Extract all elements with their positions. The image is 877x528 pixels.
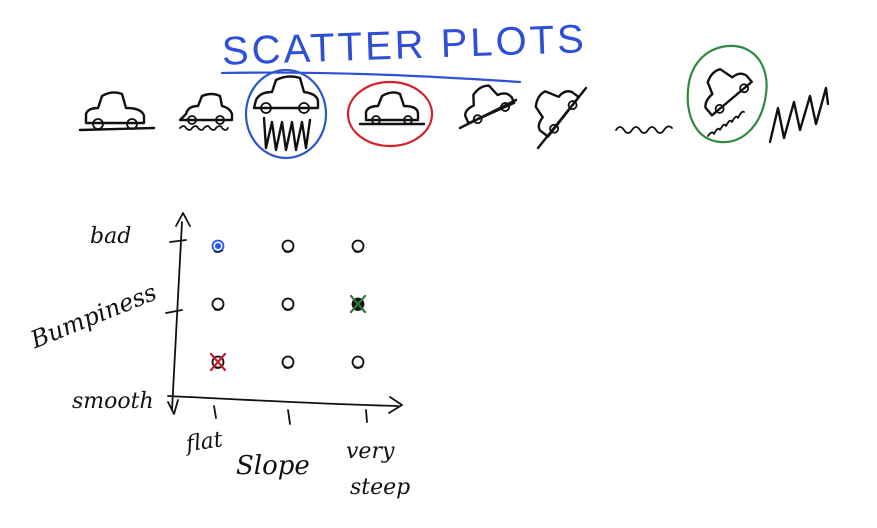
scatter-point[interactable] [209,352,227,372]
scatter-point[interactable] [211,297,225,311]
car-row [78,44,830,160]
red-highlight-circle [346,80,434,148]
car-on-flat-road-icon [346,80,434,148]
scatter-point-stroke [213,249,224,253]
scatter-point[interactable] [211,239,225,253]
y-axis-arrowhead [175,212,191,227]
scatter-point-marker [281,239,295,253]
scatter-points [209,239,367,372]
scatter-chart: bad smooth flat very steep Slope Bumpine… [26,212,410,500]
x-tick-right [365,409,368,423]
blue-highlight-circle [244,68,328,160]
car-on-slope-icon [458,84,518,130]
scatter-point-marker [211,297,225,311]
x-tick-label-flat: flat [182,427,224,457]
x-tick-label-very-steep-line1: very [346,439,395,464]
y-tick-label-smooth: smooth [72,389,154,414]
x-axis-title: Slope [236,451,310,481]
car-on-very-bumpy-road-icon [244,68,328,160]
scatter-point-marker [281,355,295,369]
y-tick-top [169,239,187,243]
very-bumpy-line-icon [768,86,830,144]
scatter-point-stroke [353,365,364,369]
page-title: SCATTER PLOTS [221,17,587,74]
green-x-mark [349,294,367,314]
x-axis-arrowhead [388,396,403,414]
scatter-point-stroke [283,249,294,253]
scatter-point-stroke [213,307,224,311]
y-axis [171,221,183,411]
scatter-point[interactable] [281,355,295,369]
x-tick-mid [287,409,291,425]
green-highlight-circle [686,44,768,144]
x-tick-label-very-steep: very steep [346,439,410,500]
scatter-point-stroke [283,307,294,311]
car-on-steep-bumpy-slope-icon [686,44,768,144]
scatter-point-marker [281,297,295,311]
car-on-steep-slope-icon [534,86,588,150]
scatter-point-marker [351,355,365,369]
scatter-point[interactable] [351,355,365,369]
scatter-point[interactable] [349,294,367,314]
selected-point-dot [215,243,221,249]
x-tick-left [213,405,217,419]
car-on-flat-road-icon [78,91,156,132]
car-on-bumpy-road-icon [178,92,234,131]
title-underline [220,71,522,84]
scatter-point-stroke [353,249,364,253]
y-tick-label-bad: bad [90,224,131,249]
red-x-mark [209,352,227,372]
scatter-point-marker [351,239,365,253]
scatter-point[interactable] [281,297,295,311]
scatter-point[interactable] [351,239,365,253]
bumpy-line-icon [615,125,673,134]
y-tick-mid [165,309,183,314]
y-axis-title: Bumpiness [26,278,161,354]
x-tick-label-very-steep-line2: steep [350,475,410,500]
scatter-point[interactable] [281,239,295,253]
scatter-point-stroke [283,365,294,369]
x-axis [167,395,399,407]
origin-tick [167,399,179,415]
